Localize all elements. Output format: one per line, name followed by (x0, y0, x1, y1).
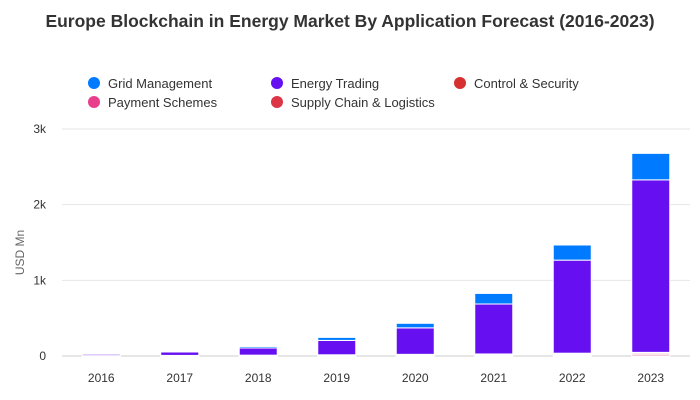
legend-swatch (454, 77, 466, 89)
legend-item-energy-trading[interactable]: Energy Trading (271, 75, 379, 93)
x-tick-label: 2016 (88, 371, 115, 385)
x-tick-label: 2021 (480, 371, 507, 385)
bar-segment[interactable] (474, 303, 514, 355)
legend-label: Control & Security (474, 76, 579, 91)
bar-segment[interactable] (238, 347, 278, 356)
y-tick-label: 3k (33, 122, 47, 136)
legend-swatch (271, 96, 283, 108)
bar-segment[interactable] (317, 339, 357, 356)
legend-item-payment-schemes[interactable]: Payment Schemes (88, 94, 217, 112)
bar-segment[interactable] (631, 152, 671, 181)
chart-legend: Grid Management Energy Trading Control &… (88, 75, 688, 115)
x-tick-label: 2018 (245, 371, 272, 385)
bar-segment[interactable] (317, 336, 357, 341)
x-tick-label: 2017 (166, 371, 193, 385)
bar-segment[interactable] (552, 259, 592, 354)
legend-swatch (271, 77, 283, 89)
x-tick-label: 2019 (323, 371, 350, 385)
y-tick-label: 0 (39, 349, 46, 363)
y-axis-label: USD Mn (13, 230, 27, 275)
bar-segment[interactable] (552, 244, 592, 261)
x-tick-label: 2020 (402, 371, 429, 385)
legend-label: Supply Chain & Logistics (291, 95, 435, 110)
legend-label: Grid Management (108, 76, 213, 91)
legend-label: Energy Trading (291, 76, 380, 91)
x-tick-label: 2023 (637, 371, 664, 385)
bar-segment[interactable] (160, 351, 200, 356)
legend-swatch (88, 77, 100, 89)
legend-item-supply-chain-logistics[interactable]: Supply Chain & Logistics (271, 94, 435, 112)
bar-segment[interactable] (81, 353, 121, 355)
bar-segment[interactable] (395, 322, 435, 329)
x-tick-label: 2022 (559, 371, 586, 385)
bar-segment[interactable] (474, 292, 514, 305)
y-tick-label: 2k (33, 198, 47, 212)
legend-item-control-security[interactable]: Control & Security (454, 75, 579, 93)
legend-label: Payment Schemes (108, 95, 218, 110)
chart-title: Europe Blockchain in Energy Market By Ap… (45, 11, 655, 31)
bar-segment[interactable] (395, 327, 435, 355)
bar-segment[interactable] (160, 350, 200, 353)
bar-segment[interactable] (238, 345, 278, 349)
y-tick-label: 1k (33, 273, 47, 287)
legend-item-grid-management[interactable]: Grid Management (88, 75, 212, 93)
bar-segment[interactable] (631, 179, 671, 353)
legend-swatch (88, 96, 100, 108)
